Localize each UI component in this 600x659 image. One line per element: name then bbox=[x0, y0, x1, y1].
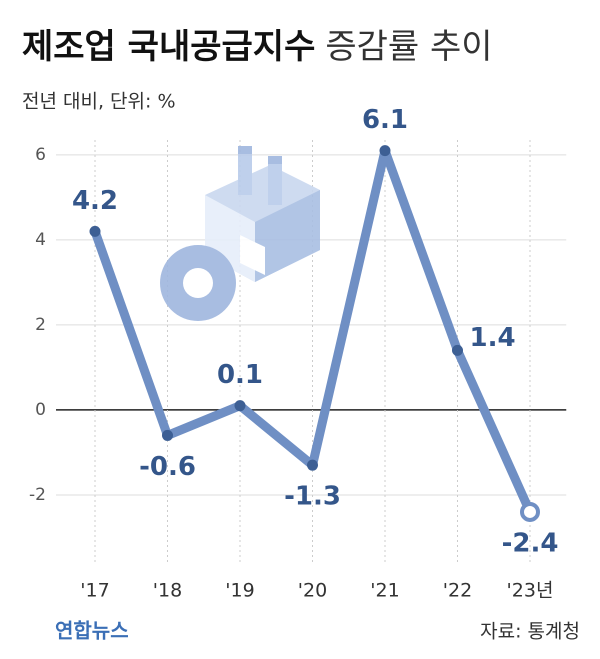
x-tick-label: '20 bbox=[298, 580, 327, 602]
data-label: 1.4 bbox=[470, 323, 516, 353]
chart-title: 제조업 국내공급지수 증감률 추이 bbox=[22, 27, 493, 67]
marker bbox=[520, 501, 540, 522]
data-label: -2.4 bbox=[502, 528, 559, 558]
x-tick-label: '19 bbox=[225, 580, 254, 602]
y-tick-label: 2 bbox=[35, 315, 46, 335]
marker bbox=[89, 225, 101, 237]
x-tick-label: '18 bbox=[153, 580, 182, 602]
y-tick-label: 0 bbox=[35, 400, 46, 420]
data-label: 4.2 bbox=[72, 186, 118, 216]
factory-icon bbox=[160, 146, 320, 321]
x-tick-label: '21 bbox=[370, 580, 399, 602]
data-label: 6.1 bbox=[362, 105, 408, 135]
marker bbox=[307, 459, 318, 471]
y-tick-label: -2 bbox=[29, 485, 46, 505]
marker bbox=[234, 400, 246, 412]
chart-subtitle: 전년 대비, 단위: % bbox=[22, 91, 176, 113]
x-tick-label: '23년 bbox=[507, 580, 554, 602]
marker bbox=[379, 145, 391, 157]
data-label: -0.6 bbox=[139, 452, 196, 482]
y-tick-label: 6 bbox=[35, 145, 46, 165]
plot-area: -2 0 2 4 6 '17 '18 '19 '20 '21 '22 '23년 4.2 -0.6 0.1 -1… bbox=[29, 105, 567, 602]
data-label: 0.1 bbox=[217, 360, 263, 390]
x-tick-label: '22 bbox=[443, 580, 472, 602]
source: 자료: 통계청 bbox=[480, 621, 580, 643]
y-tick-label: 4 bbox=[35, 230, 46, 250]
x-tick-label: '17 bbox=[80, 580, 109, 602]
marker bbox=[452, 344, 463, 356]
data-label: -1.3 bbox=[284, 482, 341, 512]
logo: 연합뉴스 bbox=[55, 619, 129, 643]
marker bbox=[162, 429, 173, 441]
chart-title-main: 제조업 국내공급지수 bbox=[22, 27, 315, 67]
chart-title-sub: 증감률 추이 bbox=[325, 27, 492, 67]
